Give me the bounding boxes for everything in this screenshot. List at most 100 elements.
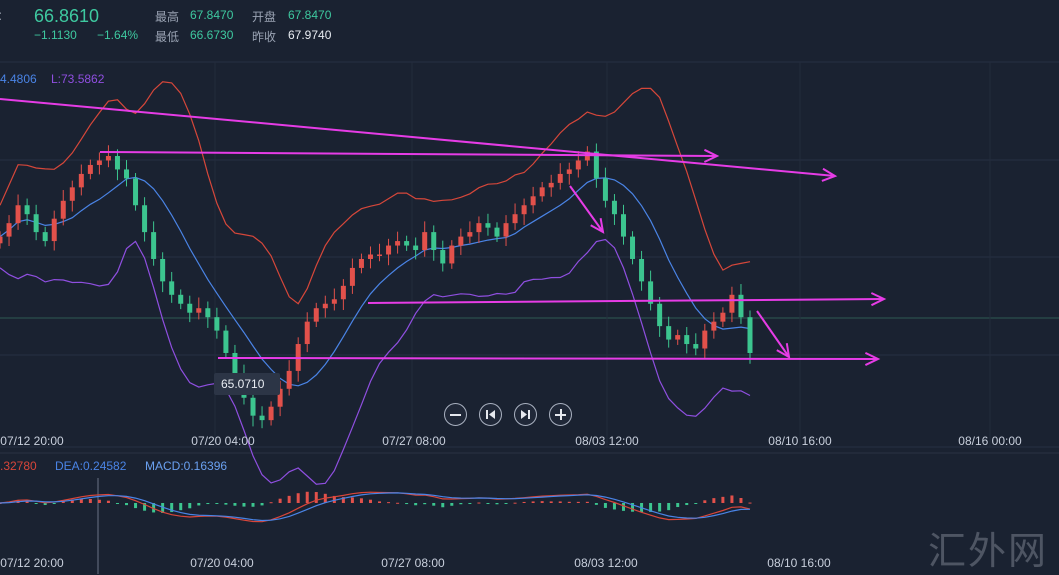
macd-bar	[432, 503, 436, 506]
candle-body	[205, 308, 211, 318]
macd-bar	[233, 503, 237, 506]
candle-body	[196, 308, 202, 313]
candle-body	[105, 156, 111, 161]
candle-body	[702, 330, 708, 349]
macd-bar	[143, 503, 147, 511]
macd-dea-value: DEA:0.24582	[55, 459, 127, 473]
macd-bar	[748, 502, 752, 504]
macd-bar	[125, 503, 129, 506]
step-back-button[interactable]	[479, 403, 502, 426]
macd-x-tick-label: 08/03 12:00	[574, 556, 638, 570]
candle-body	[78, 173, 84, 188]
boll-upper-line	[0, 81, 751, 305]
candle-body	[747, 317, 753, 353]
macd-bar	[197, 503, 201, 506]
candle-body	[675, 335, 681, 340]
macd-bar	[359, 498, 363, 503]
support-line-upper-head	[870, 292, 887, 307]
macd-bar	[115, 503, 119, 504]
macd-bar	[558, 501, 562, 503]
macd-bar	[70, 499, 74, 503]
low-value: 66.6730	[190, 28, 234, 42]
macd-bar	[224, 503, 228, 505]
candle-body	[259, 415, 265, 421]
macd-bar	[332, 495, 336, 503]
macd-bar	[450, 503, 454, 506]
candle-body	[639, 258, 645, 282]
high-value: 67.8470	[190, 8, 234, 22]
candle-body	[422, 232, 428, 251]
candle-body	[358, 258, 364, 268]
chart-grid	[0, 61, 1059, 574]
price-change-pct: −1.64%	[97, 28, 139, 42]
macd-bar	[25, 501, 29, 503]
boll-lower-value: L:73.5862	[51, 72, 105, 86]
macd-bar	[350, 497, 354, 503]
macd-bar	[504, 503, 508, 504]
skip-back-icon	[486, 410, 495, 419]
plus-icon-v	[559, 409, 562, 420]
macd-bar	[188, 503, 192, 509]
macd-bar	[576, 501, 580, 503]
down-arrow-1-head	[590, 218, 605, 234]
candle-body	[620, 214, 626, 237]
candle-body	[232, 352, 238, 376]
price-change: −1.1130	[34, 28, 77, 42]
x-tick-label: 07/12 20:00	[0, 434, 64, 448]
macd-x-tick-label: 08/10 16:00	[767, 556, 831, 570]
candle-body	[169, 281, 175, 295]
candle-body	[458, 236, 464, 246]
candle-body	[377, 254, 383, 256]
candle-body	[720, 312, 726, 322]
macd-bar	[170, 503, 174, 513]
candle-body	[666, 326, 672, 340]
candle-body	[602, 178, 608, 201]
macd-bar	[260, 503, 264, 506]
prev-close-value: 67.9740	[288, 28, 332, 42]
open-label: 开盘	[252, 10, 277, 24]
macd-bar	[712, 498, 716, 503]
macd-bar	[540, 501, 544, 503]
candle-body	[440, 250, 446, 264]
candle-body	[503, 223, 509, 237]
macd-bar	[603, 503, 607, 508]
macd-bar	[52, 503, 56, 504]
macd-bar	[495, 503, 499, 505]
prev-close-label: 昨收	[252, 30, 277, 44]
candle-body	[630, 236, 636, 259]
candle-body	[738, 294, 744, 318]
x-tick-label: 08/16 00:00	[958, 434, 1022, 448]
support-line-lower-head	[864, 351, 881, 366]
macd-bar	[477, 502, 481, 504]
candle-body	[60, 200, 66, 219]
candle-body	[367, 254, 373, 259]
candle-body	[593, 151, 599, 179]
candle-body	[467, 232, 473, 237]
macd-value: MACD:0.16396	[145, 459, 228, 473]
candle-body	[431, 232, 437, 251]
macd-bar	[685, 503, 689, 506]
candle-body	[530, 196, 536, 206]
macd-bar	[667, 503, 671, 511]
macd-bar	[405, 503, 409, 505]
minus-icon	[450, 413, 461, 416]
zoom-out-button[interactable]	[444, 403, 467, 426]
macd-bar	[594, 503, 598, 505]
macd-bar	[676, 503, 680, 508]
macd-bar	[649, 503, 653, 512]
support-line-lower	[217, 357, 879, 360]
skip-forward-icon	[521, 410, 530, 419]
candle-body	[566, 169, 572, 174]
candle-body	[331, 299, 337, 304]
candle-body	[322, 303, 328, 309]
trend-annotations	[0, 98, 887, 366]
candle-body	[349, 267, 355, 286]
step-forward-button[interactable]	[514, 403, 537, 426]
zoom-in-button[interactable]	[549, 403, 572, 426]
x-axis: 07/12 20:00 07/12 20:00 07/20 04:00 07/20 0…	[0, 434, 1022, 570]
down-arrow-2	[756, 310, 790, 358]
macd-bar	[730, 495, 734, 503]
macd-x-tick-label: 07/27 08:00	[381, 556, 445, 570]
candle-body	[657, 303, 663, 327]
